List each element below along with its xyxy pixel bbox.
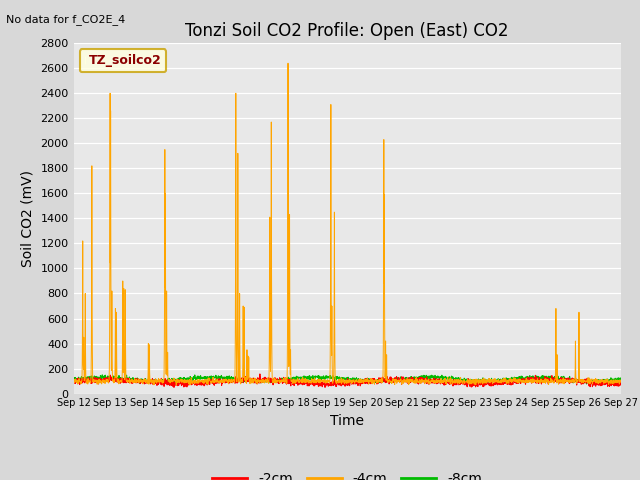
X-axis label: Time: Time [330, 414, 364, 428]
Legend: -2cm, -4cm, -8cm: -2cm, -4cm, -8cm [207, 467, 488, 480]
Text: No data for f_CO2E_4: No data for f_CO2E_4 [6, 14, 125, 25]
Y-axis label: Soil CO2 (mV): Soil CO2 (mV) [21, 170, 35, 267]
Title: Tonzi Soil CO2 Profile: Open (East) CO2: Tonzi Soil CO2 Profile: Open (East) CO2 [186, 22, 509, 40]
